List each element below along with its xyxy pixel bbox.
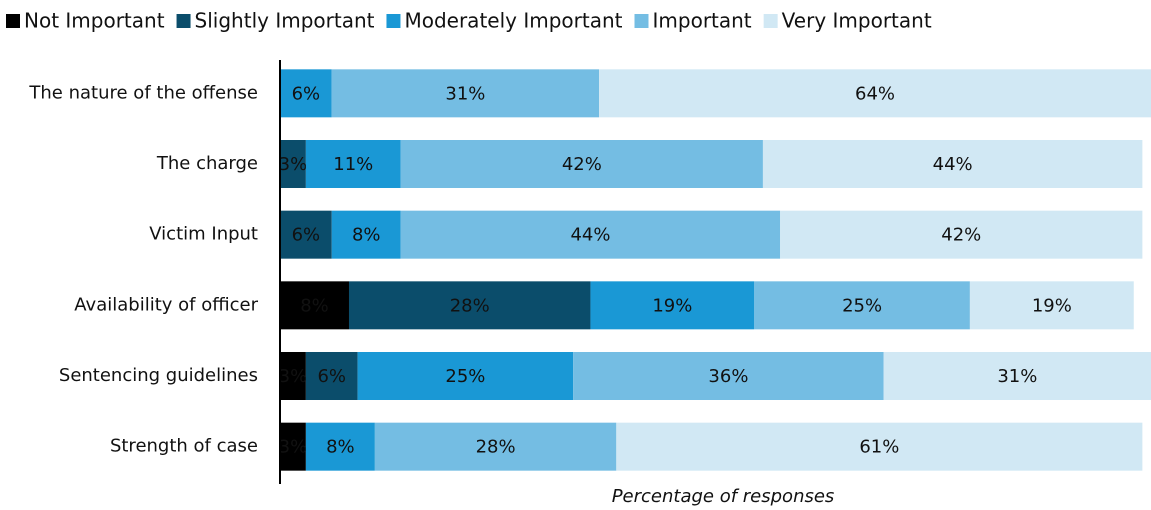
bar-segment xyxy=(305,352,358,400)
data-label: 6% xyxy=(292,225,321,246)
bar-segment xyxy=(969,281,1134,330)
y-tick-label: Sentencing guidelines xyxy=(59,365,258,386)
bar-segment xyxy=(590,281,755,330)
legend-swatch xyxy=(6,14,20,28)
data-label: 42% xyxy=(941,225,981,246)
data-label: 64% xyxy=(855,83,895,104)
bar-segment xyxy=(754,281,970,330)
legend-label: Very Important xyxy=(782,9,932,33)
bar-segment xyxy=(400,210,781,259)
bar-segment xyxy=(280,352,306,400)
legend-swatch xyxy=(386,14,401,28)
data-label: 61% xyxy=(859,437,899,458)
data-label: 42% xyxy=(562,154,602,175)
bar-segment xyxy=(280,281,349,330)
bar-segment xyxy=(280,140,306,188)
bar-segment xyxy=(305,140,401,188)
bar-segment xyxy=(780,210,1143,259)
data-label: 25% xyxy=(842,295,882,316)
data-label: 44% xyxy=(933,154,973,175)
data-label: 6% xyxy=(317,366,346,387)
legend-label: Moderately Important xyxy=(404,9,622,33)
data-label: 8% xyxy=(300,295,329,316)
legend-swatch xyxy=(176,14,191,28)
bar-segment xyxy=(883,352,1151,400)
data-label: 3% xyxy=(279,437,308,458)
bar-segment xyxy=(331,69,600,118)
data-label: 31% xyxy=(997,366,1037,387)
data-label: 8% xyxy=(352,225,381,246)
data-label: 3% xyxy=(279,154,308,175)
y-tick-label: The charge xyxy=(156,153,258,174)
bar-segment xyxy=(331,210,401,259)
bar-segment xyxy=(599,69,1151,118)
bar-segment xyxy=(348,281,591,330)
data-label: 19% xyxy=(652,295,692,316)
bar-segment xyxy=(280,422,306,471)
y-tick-label: Availability of officer xyxy=(74,294,258,315)
data-label: 25% xyxy=(445,366,485,387)
bar-segment xyxy=(374,422,617,471)
data-label: 19% xyxy=(1032,295,1072,316)
legend-label: Important xyxy=(653,9,752,33)
bar-segment xyxy=(762,140,1143,188)
bar-segment xyxy=(616,422,1143,471)
legend-label: Not Important xyxy=(24,9,165,33)
bar-segment xyxy=(305,422,375,471)
data-label: 44% xyxy=(570,225,610,246)
y-tick-label: Strength of case xyxy=(110,436,258,457)
data-label: 11% xyxy=(333,154,373,175)
data-label: 36% xyxy=(708,366,748,387)
bar-segment xyxy=(573,352,884,400)
data-label: 31% xyxy=(445,83,485,104)
data-label: 8% xyxy=(326,437,355,458)
data-label: 28% xyxy=(476,437,516,458)
x-axis-label: Percentage of responses xyxy=(612,486,835,507)
bar-segment xyxy=(400,140,763,188)
data-label: 28% xyxy=(450,295,490,316)
y-tick-label: The nature of the offense xyxy=(28,82,258,103)
bar-segment xyxy=(280,210,332,259)
legend-label: Slightly Important xyxy=(195,9,375,33)
data-label: 6% xyxy=(292,83,321,104)
bar-segment xyxy=(357,352,574,400)
legend: Not Important Slightly Important Moderatel… xyxy=(6,9,932,33)
legend-swatch xyxy=(763,14,778,28)
bar-segment xyxy=(280,69,332,118)
y-tick-label: Victim Input xyxy=(149,224,258,245)
data-label: 3% xyxy=(279,366,308,387)
legend-swatch xyxy=(634,14,649,28)
